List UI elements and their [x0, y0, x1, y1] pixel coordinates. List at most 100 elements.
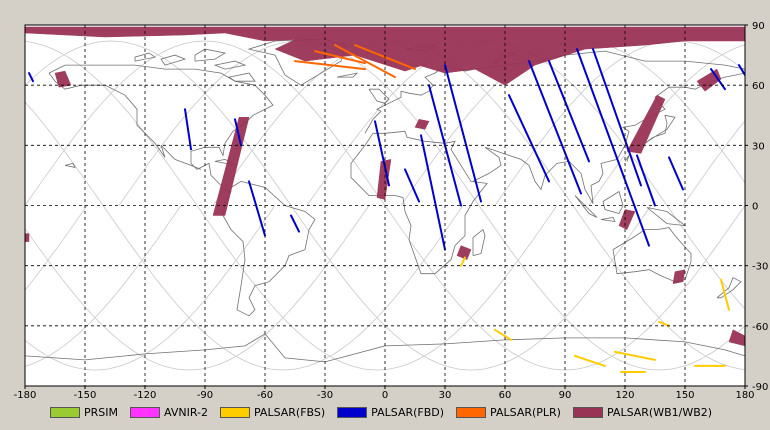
lat-tick-label: 30 — [752, 141, 765, 152]
legend-item: AVNIR-2 — [130, 406, 208, 419]
island — [213, 60, 247, 70]
coastline — [64, 162, 76, 168]
plr-track — [314, 50, 366, 65]
lon-tick-label: 0 — [382, 390, 388, 401]
fbd-track — [592, 48, 642, 187]
fbd-track — [444, 64, 482, 203]
lon-tick-label: -30 — [317, 390, 333, 401]
fbd-track — [290, 214, 300, 233]
lat-tick-label: -60 — [752, 322, 768, 333]
fbd-track — [710, 68, 726, 91]
fbd-track — [548, 60, 590, 163]
fbd-track — [404, 168, 420, 203]
coastline — [472, 72, 745, 204]
coastline — [612, 227, 692, 283]
legend-swatch — [130, 406, 160, 418]
fbd-track — [28, 72, 34, 83]
fbd-tracks — [28, 48, 745, 251]
legend-swatch — [337, 406, 368, 418]
orbit-track — [494, 40, 745, 206]
lon-tick-label: -150 — [74, 390, 97, 401]
lat-tick-label: 0 — [752, 202, 758, 213]
lat-tick-label: 60 — [752, 81, 765, 92]
wb-swath — [672, 269, 686, 285]
coastline — [602, 190, 624, 214]
coastline — [716, 277, 742, 299]
legend-swatch — [50, 406, 80, 418]
legend-label: PALSAR(FBS) — [253, 405, 326, 419]
coastline — [364, 50, 745, 134]
coastline — [600, 217, 616, 223]
orbit-track — [25, 41, 558, 371]
fbd-track — [234, 118, 242, 147]
fbs-tracks — [460, 256, 730, 373]
legend-label: PRSIM — [84, 405, 118, 419]
legend-item: PALSAR(FBD) — [337, 406, 444, 419]
fbd-track — [420, 134, 446, 251]
legend-label: PALSAR(WB1/WB2) — [606, 405, 713, 419]
legend-item: PALSAR(FBS) — [219, 405, 326, 419]
lon-tick-label: 180 — [735, 390, 754, 401]
fbs-track — [574, 354, 606, 367]
wb-swath — [618, 209, 636, 230]
coastline — [25, 333, 745, 363]
fbd-track — [668, 156, 684, 191]
fbd-track — [248, 180, 266, 237]
fbd-track — [738, 64, 745, 77]
wb-swath — [25, 233, 30, 242]
fbs-track — [460, 256, 466, 267]
wb-swath — [456, 245, 472, 260]
lon-tick-label: 150 — [675, 390, 694, 401]
fbs-track — [614, 350, 656, 361]
orbit-track — [25, 205, 182, 367]
legend-label: PALSAR(FBD) — [371, 405, 445, 419]
legend-item: PALSAR(PLR) — [456, 406, 561, 419]
island — [160, 54, 187, 66]
lat-tick-label: 90 — [752, 21, 765, 32]
lon-tick-label: 120 — [615, 390, 634, 401]
fbd-track — [184, 108, 192, 151]
legend-label: AVNIR-2 — [164, 405, 208, 419]
island — [194, 48, 227, 62]
legend-label: PALSAR(PLR) — [490, 405, 561, 419]
fbd-track — [508, 94, 550, 183]
coastline — [368, 88, 390, 104]
orbit-track — [25, 205, 370, 371]
wb-swath — [414, 119, 430, 130]
wb-swath — [626, 94, 666, 154]
fbs-track — [720, 278, 730, 311]
coastline — [574, 195, 598, 218]
lon-tick-label: 60 — [499, 390, 512, 401]
lat-tick-label: -30 — [752, 262, 768, 273]
legend-swatch — [572, 406, 603, 418]
legend-item: PRSIM — [50, 406, 118, 419]
fbd-track — [636, 154, 656, 207]
legend: PRSIM AVNIR-2 PALSAR(FBS) PALSAR(FBD) PALSAR… — [50, 404, 724, 420]
coastline — [472, 228, 486, 256]
lon-tick-label: -60 — [257, 390, 273, 401]
fbd-track — [374, 120, 390, 187]
legend-swatch — [456, 406, 487, 418]
orbit-track — [25, 205, 276, 371]
lon-tick-label: 30 — [439, 390, 452, 401]
wb-swath — [54, 70, 72, 88]
plr-track — [294, 60, 366, 71]
plr-track — [334, 44, 396, 79]
wb-swath — [728, 329, 745, 347]
fbs-track — [658, 320, 670, 327]
coastline — [624, 155, 630, 162]
coastline — [48, 72, 202, 170]
lon-tick-label: -90 — [197, 390, 213, 401]
fbd-track — [528, 60, 582, 195]
legend-swatch — [219, 406, 250, 418]
coastline — [336, 72, 359, 78]
island — [227, 72, 256, 82]
lon-tick-label: 90 — [559, 390, 572, 401]
legend-item: PALSAR(WB1/WB2) — [572, 405, 713, 419]
grid — [25, 25, 745, 386]
island — [134, 52, 157, 62]
lat-tick-label: -90 — [752, 382, 768, 393]
fbs-track — [494, 328, 512, 341]
